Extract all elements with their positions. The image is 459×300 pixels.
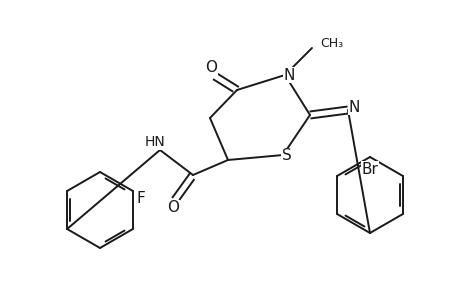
Text: HN: HN <box>144 135 165 149</box>
Text: N: N <box>347 100 359 115</box>
Text: CH₃: CH₃ <box>319 37 342 50</box>
Text: O: O <box>205 59 217 74</box>
Text: F: F <box>136 191 145 206</box>
Text: O: O <box>167 200 179 215</box>
Text: N: N <box>283 68 294 82</box>
Text: Br: Br <box>361 161 378 176</box>
Text: S: S <box>281 148 291 164</box>
